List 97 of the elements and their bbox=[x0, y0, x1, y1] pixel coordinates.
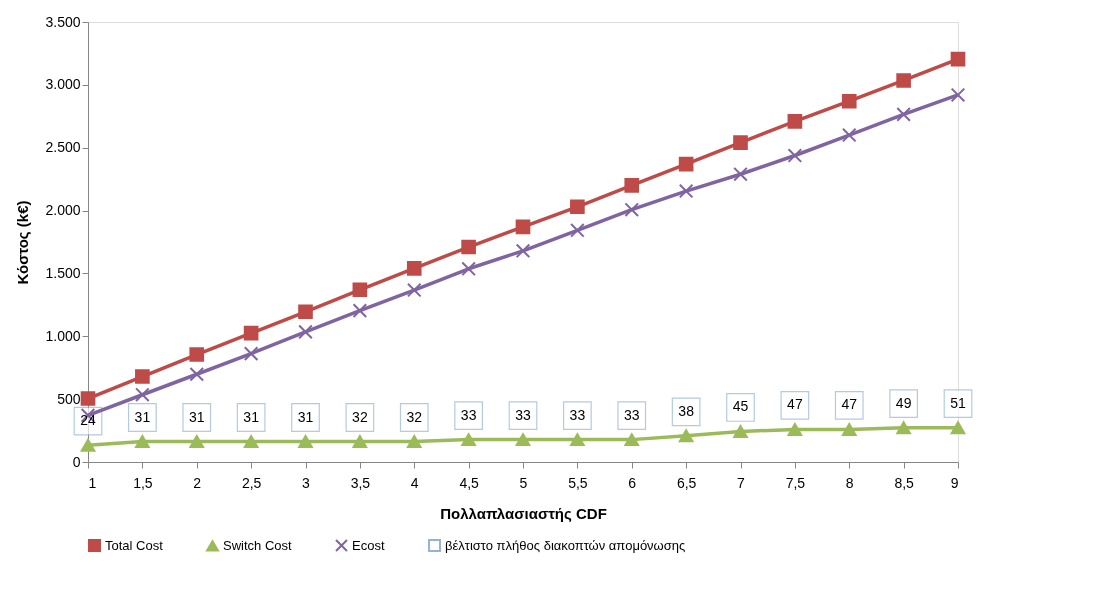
point bbox=[461, 261, 476, 277]
point bbox=[950, 421, 966, 435]
x-tick-label: 1,5 bbox=[133, 474, 153, 491]
point bbox=[515, 219, 531, 235]
x-tick-label: 9 bbox=[950, 474, 959, 491]
y-tick-label: 2.500 bbox=[45, 139, 81, 156]
legend-label: Switch Cost bbox=[223, 537, 293, 553]
x-tick-label: 3,5 bbox=[350, 474, 371, 491]
point bbox=[243, 346, 259, 361]
point bbox=[406, 261, 422, 276]
point bbox=[189, 435, 205, 448]
point bbox=[570, 222, 585, 238]
point bbox=[243, 435, 259, 448]
annotation: 38 bbox=[678, 402, 695, 419]
annotation: 33 bbox=[569, 406, 586, 423]
x-axis-title: Πολλαπλασιαστής CDF bbox=[440, 504, 607, 522]
point bbox=[80, 391, 96, 406]
point bbox=[243, 325, 259, 341]
annotation: 33 bbox=[460, 406, 477, 423]
x-tick-label: 5,5 bbox=[568, 474, 588, 491]
point bbox=[733, 135, 748, 151]
annotation: 51 bbox=[950, 394, 966, 411]
point bbox=[678, 183, 694, 199]
point bbox=[624, 178, 640, 193]
point bbox=[896, 107, 911, 122]
annotation: 32 bbox=[406, 408, 423, 425]
point bbox=[841, 422, 857, 436]
x-tick-label: 8,5 bbox=[894, 474, 915, 491]
y-tick-label: 0 bbox=[72, 453, 81, 470]
x-tick-label: 6 bbox=[628, 474, 637, 491]
point bbox=[678, 156, 694, 172]
y-tick-label: 3.500 bbox=[45, 13, 81, 30]
x-tick-label: 3 bbox=[302, 474, 311, 491]
point bbox=[352, 435, 368, 448]
point bbox=[624, 433, 640, 447]
legend-label: βέλτιστο πλήθος διακοπτών απομόνωσης bbox=[445, 537, 686, 553]
point bbox=[950, 87, 966, 103]
legend-label: Ecost bbox=[352, 537, 385, 553]
annotation: 47 bbox=[787, 396, 803, 413]
point bbox=[733, 166, 748, 182]
point bbox=[135, 435, 150, 448]
point bbox=[678, 429, 694, 443]
x-tick-label: 2,5 bbox=[241, 474, 262, 491]
y-tick-label: 3.000 bbox=[45, 76, 81, 93]
point bbox=[80, 438, 96, 452]
point bbox=[787, 148, 803, 163]
point bbox=[841, 127, 857, 143]
point bbox=[298, 435, 313, 448]
point bbox=[352, 282, 368, 298]
point bbox=[461, 433, 476, 447]
y-tick-label: 500 bbox=[57, 390, 81, 407]
point bbox=[515, 243, 531, 259]
point bbox=[896, 73, 911, 88]
x-tick-label: 6,5 bbox=[676, 474, 697, 491]
annotation: 33 bbox=[623, 406, 640, 423]
annotation: 31 bbox=[134, 408, 151, 425]
annotation: 47 bbox=[841, 396, 858, 413]
point bbox=[461, 239, 476, 255]
point bbox=[135, 387, 150, 403]
x-tick-label: 5 bbox=[519, 474, 528, 491]
x-tick-label: 2 bbox=[193, 474, 202, 491]
point bbox=[733, 424, 748, 438]
y-tick-label: 1.500 bbox=[45, 264, 81, 281]
legend-label: Total Cost bbox=[105, 537, 164, 553]
annotation: 49 bbox=[895, 394, 912, 411]
point bbox=[570, 433, 585, 447]
point bbox=[570, 199, 585, 215]
y-axis-title: Κόστος (k€) bbox=[14, 200, 32, 285]
point bbox=[189, 347, 205, 362]
annotation: 31 bbox=[297, 408, 314, 425]
x-tick-label: 7,5 bbox=[785, 474, 806, 491]
point bbox=[896, 421, 911, 435]
annotation: 31 bbox=[243, 408, 260, 425]
point bbox=[298, 324, 313, 340]
point bbox=[515, 433, 531, 447]
point bbox=[189, 366, 205, 382]
point bbox=[787, 113, 803, 129]
annotation: 31 bbox=[188, 408, 205, 425]
y-tick-label: 2.000 bbox=[45, 202, 81, 219]
point bbox=[841, 93, 857, 109]
x-tick-label: 4 bbox=[410, 474, 419, 491]
point bbox=[406, 435, 422, 448]
point bbox=[406, 282, 422, 298]
point bbox=[787, 422, 803, 436]
y-tick-label: 1.000 bbox=[45, 327, 81, 344]
annotation: 32 bbox=[352, 408, 368, 425]
x-tick-label: 4,5 bbox=[459, 474, 480, 491]
point bbox=[298, 304, 313, 320]
point bbox=[950, 51, 966, 67]
point bbox=[624, 202, 640, 218]
annotation: 45 bbox=[732, 398, 749, 415]
x-tick-label: 1 bbox=[88, 474, 97, 491]
point bbox=[135, 369, 150, 384]
annotation: 33 bbox=[515, 406, 531, 423]
point bbox=[352, 303, 368, 318]
x-tick-label: 8 bbox=[845, 474, 854, 491]
x-tick-label: 7 bbox=[737, 474, 746, 491]
